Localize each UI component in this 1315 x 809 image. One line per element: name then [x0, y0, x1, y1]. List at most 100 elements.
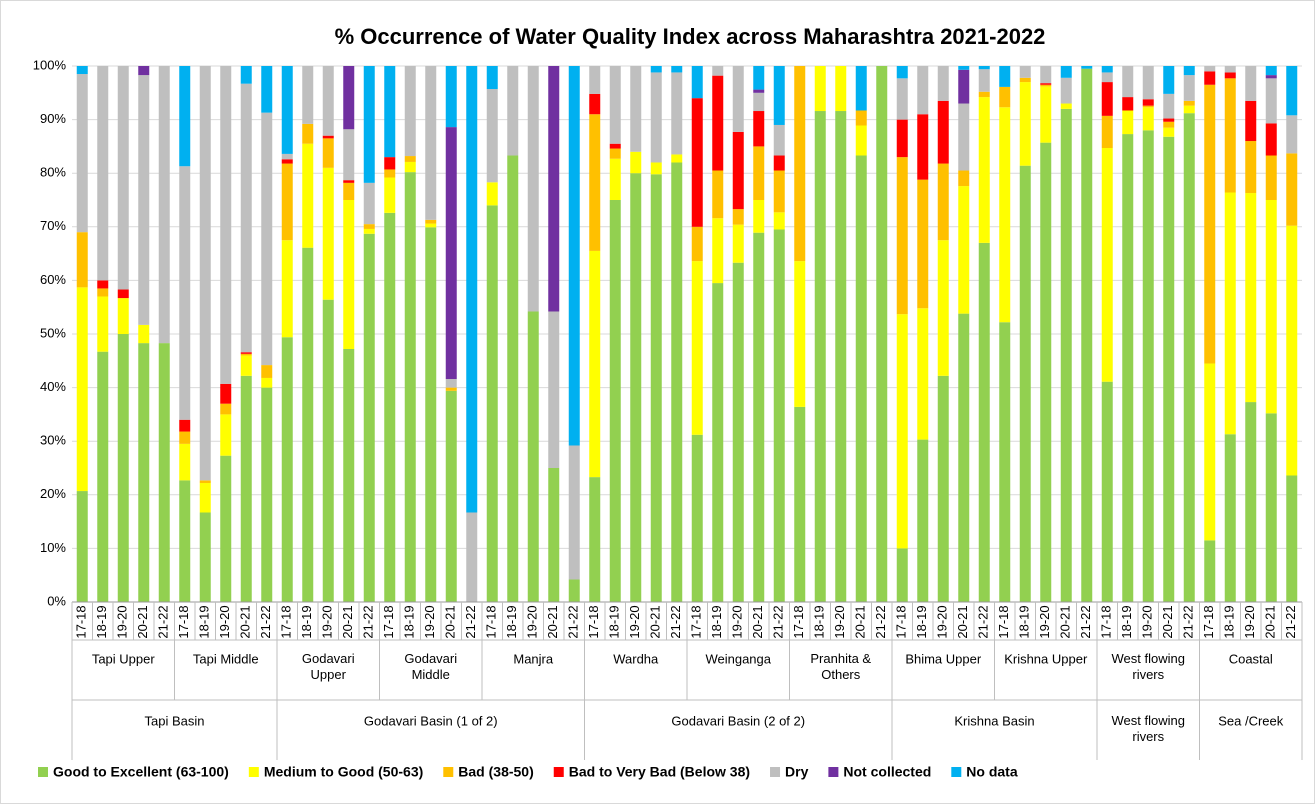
- bar-segment: [322, 138, 334, 168]
- bar-segment: [1245, 66, 1257, 101]
- bar-segment: [527, 66, 539, 312]
- x-tick-label: 19-20: [730, 605, 745, 638]
- legend-swatch: [38, 767, 48, 777]
- bar-segment: [322, 299, 334, 602]
- bar-segment: [1019, 165, 1031, 603]
- bar-segment: [199, 483, 211, 513]
- legend-swatch: [248, 767, 259, 777]
- bar-segment: [179, 419, 191, 432]
- bar-segment: [999, 66, 1011, 87]
- bar-segment: [609, 66, 621, 144]
- bar-segment: [1163, 121, 1175, 128]
- bar-segment: [753, 66, 765, 90]
- bar-segment: [138, 324, 150, 344]
- bar-segment: [753, 89, 765, 93]
- bar-segment: [1204, 71, 1216, 85]
- x-tick-label: 20-21: [443, 605, 458, 638]
- bar-segment: [1040, 83, 1052, 85]
- bar-segment: [1286, 66, 1298, 116]
- bar-segment: [1101, 82, 1113, 116]
- chart-title: % Occurrence of Water Quality Index acro…: [335, 24, 1046, 49]
- bar-segment: [978, 91, 990, 98]
- bar-segment: [732, 66, 744, 132]
- x-tick-label: 17-18: [586, 605, 601, 638]
- bar-segment: [117, 298, 129, 334]
- bar-segment: [773, 212, 785, 230]
- bar-segment: [1040, 142, 1052, 602]
- bar-segment: [958, 186, 970, 314]
- bar-segment: [958, 313, 970, 602]
- bar-segment: [199, 66, 211, 481]
- x-tick-label: 18-19: [1017, 605, 1032, 638]
- bar-segment: [302, 123, 314, 144]
- bar-segment: [732, 131, 744, 210]
- bar-segment: [343, 182, 355, 200]
- x-tick-label: 19-20: [1242, 605, 1257, 638]
- x-tick-label: 20-21: [238, 605, 253, 638]
- x-tick-label: 19-20: [627, 605, 642, 638]
- bar-segment: [937, 66, 949, 101]
- bar-segment: [1122, 110, 1134, 135]
- bar-segment: [1265, 155, 1277, 200]
- bar-segment: [732, 262, 744, 602]
- bar-segment: [1245, 100, 1257, 142]
- bar-segment: [240, 83, 252, 353]
- x-tick-label: 20-21: [955, 605, 970, 638]
- y-tick-label: 90%: [40, 111, 66, 126]
- bar-segment: [835, 66, 847, 112]
- bar-segment: [1265, 75, 1277, 79]
- bar-segment: [138, 343, 150, 602]
- bar-segment: [1286, 153, 1298, 226]
- bar-segment: [466, 66, 478, 513]
- bar-segment: [486, 66, 498, 90]
- bar-segment: [343, 129, 355, 181]
- x-tick-label: 21-22: [668, 605, 683, 638]
- x-tick-label: 18-19: [607, 605, 622, 638]
- bar-segment: [1163, 136, 1175, 602]
- x-tick-label: 17-18: [484, 605, 499, 638]
- bar-segment: [1265, 66, 1277, 76]
- bar-segment: [712, 283, 724, 602]
- bar-segment: [691, 434, 703, 602]
- bar-segment: [978, 69, 990, 92]
- group-label: Godavari Basin (2 of 2): [671, 713, 805, 728]
- bar-segment: [999, 86, 1011, 108]
- legend-label: Good to Excellent (63-100): [53, 764, 229, 780]
- bar-segment: [179, 443, 191, 481]
- bar-segment: [773, 229, 785, 603]
- x-tick-label: 21-22: [463, 605, 478, 638]
- bar-segment: [609, 158, 621, 200]
- bar-segment: [1224, 66, 1236, 73]
- bar-segment: [261, 365, 273, 378]
- bar-segment: [97, 280, 109, 289]
- bar-segment: [650, 174, 662, 602]
- bar-segment: [1101, 72, 1113, 83]
- bar-segment: [117, 289, 129, 299]
- x-tick-label: 18-19: [709, 605, 724, 638]
- bar-segment: [404, 156, 416, 162]
- bar-segment: [1142, 99, 1154, 106]
- bar-segment: [650, 72, 662, 163]
- bar-segment: [1204, 540, 1216, 602]
- bar-segment: [671, 66, 683, 73]
- bar-segment: [896, 157, 908, 315]
- bar-segment: [384, 157, 396, 170]
- bar-segment: [548, 468, 560, 602]
- bar-segment: [896, 548, 908, 602]
- x-tick-label: 21-22: [771, 605, 786, 638]
- x-tick-label: 17-18: [1201, 605, 1216, 638]
- bar-segment: [445, 66, 457, 128]
- x-tick-label: 20-21: [1058, 605, 1073, 638]
- bar-segment: [179, 431, 191, 444]
- x-tick-label: 18-19: [914, 605, 929, 638]
- bar-segment: [896, 314, 908, 549]
- x-tick-label: 21-22: [258, 605, 273, 638]
- bar-segment: [445, 127, 457, 380]
- bar-segment: [1183, 113, 1195, 602]
- bar-segment: [1060, 103, 1072, 109]
- x-tick-label: 17-18: [176, 605, 191, 638]
- subgroup-label: Coastal: [1229, 651, 1273, 666]
- x-tick-label: 21-22: [1078, 605, 1093, 638]
- y-tick-label: 20%: [40, 486, 66, 501]
- bar-segment: [425, 66, 437, 220]
